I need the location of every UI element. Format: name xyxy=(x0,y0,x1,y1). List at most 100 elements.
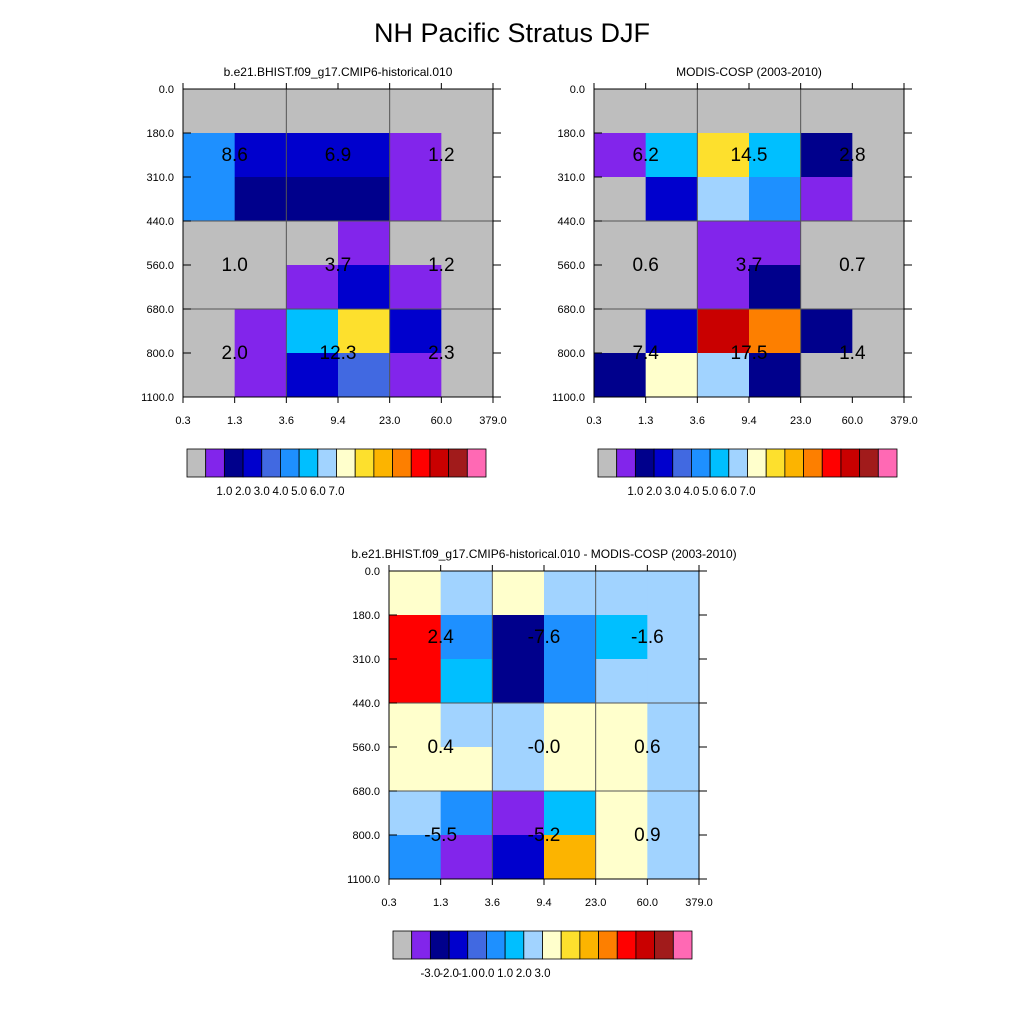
heatmap-cell xyxy=(338,221,391,266)
heatmap-cell xyxy=(749,221,802,266)
colorbar-swatch xyxy=(411,930,431,960)
box-value-label: 1.2 xyxy=(428,255,454,276)
x-tick-label: 60.0 xyxy=(431,415,452,427)
colorbar-swatch xyxy=(448,448,468,478)
heatmap-cell xyxy=(338,177,391,222)
heatmap-cell xyxy=(645,265,698,310)
colorbar-swatch xyxy=(448,930,469,960)
y-tick-label: 180.0 xyxy=(557,128,585,140)
heatmap-cell xyxy=(389,659,442,704)
colorbar-swatch xyxy=(223,448,244,478)
heatmap-cell xyxy=(852,177,905,222)
heatmap-cell xyxy=(800,265,853,310)
heatmap-cell xyxy=(440,571,493,616)
colorbar-swatch xyxy=(242,448,263,478)
heatmap-cell xyxy=(594,221,647,266)
box-value-label: 2.8 xyxy=(839,145,865,166)
y-tick-label: 0.0 xyxy=(365,566,380,578)
y-tick-label: 180.0 xyxy=(352,610,380,622)
colorbar-tick-label: 5.0 xyxy=(702,486,718,498)
heatmap-cell xyxy=(389,791,442,836)
heatmap-cell xyxy=(594,353,647,398)
y-tick-label: 680.0 xyxy=(146,304,174,316)
heatmap-cell xyxy=(697,221,750,266)
heatmap-cell xyxy=(492,703,545,748)
heatmap-cell xyxy=(647,659,700,704)
x-tick-label: 9.4 xyxy=(330,415,345,427)
colorbar-model: 1.0 2.0 3.0 4.0 5.0 6.0 7.0 xyxy=(186,448,487,498)
x-tick-label: 1.3 xyxy=(227,415,242,427)
colorbar-swatch xyxy=(747,448,767,478)
colorbar-swatch xyxy=(877,448,898,478)
colorbar-tick-label: 6.0 xyxy=(721,486,737,498)
y-tick-label: 800.0 xyxy=(352,830,380,842)
heatmap-cell xyxy=(389,133,442,178)
heatmap-cell xyxy=(647,571,700,616)
colorbar-tick-label: -3.0 xyxy=(420,968,440,980)
colorbar-diff: -3.0-2.0-1.0 0.0 1.0 2.0 3.0 xyxy=(392,930,693,980)
heatmap-cell xyxy=(647,703,700,748)
heatmap-cell xyxy=(389,747,442,792)
colorbar-swatch xyxy=(709,448,730,478)
heatmap-cell xyxy=(286,353,339,398)
heatmap-cell xyxy=(389,615,442,660)
colorbar-swatch xyxy=(635,930,656,960)
heatmap-cell xyxy=(389,703,442,748)
heatmap-cell xyxy=(749,177,802,222)
heatmap-cell xyxy=(852,309,905,354)
panel-title: b.e21.BHIST.f09_g17.CMIP6-historical.010 xyxy=(224,65,453,79)
box-value-label: 0.9 xyxy=(634,825,660,846)
colorbar-tick-label: 7.0 xyxy=(740,486,756,498)
box-value-label: 2.4 xyxy=(427,627,454,648)
heatmap-cell xyxy=(234,309,287,354)
heatmap-cell xyxy=(338,353,391,398)
heatmap-cell xyxy=(183,353,236,398)
heatmap-cell xyxy=(749,309,802,354)
x-tick-label: 3.6 xyxy=(279,415,294,427)
heatmap-cell xyxy=(749,133,802,178)
y-tick-label: 0.0 xyxy=(159,84,174,96)
heatmap-cell xyxy=(852,133,905,178)
colorbar-swatch xyxy=(728,448,748,478)
heatmap-cell xyxy=(800,177,853,222)
heatmap-cell xyxy=(594,265,647,310)
x-tick-label: 1.3 xyxy=(638,415,653,427)
colorbar-swatch xyxy=(765,448,786,478)
y-tick-label: 1100.0 xyxy=(347,874,380,886)
heatmap-cell xyxy=(595,571,648,616)
page-title: NH Pacific Stratus DJF xyxy=(373,18,651,48)
y-tick-label: 310.0 xyxy=(557,172,585,184)
heatmap-cell xyxy=(441,89,494,134)
heatmap-cell xyxy=(594,133,647,178)
heatmap-cell xyxy=(749,353,802,398)
heatmap-cell xyxy=(234,265,287,310)
colorbar-swatch xyxy=(205,448,225,478)
box-value-label: 0.6 xyxy=(634,737,660,758)
heatmap-cell xyxy=(441,177,494,222)
y-tick-label: 560.0 xyxy=(352,742,380,754)
colorbar-tick-label: -1.0 xyxy=(458,968,478,980)
x-tick-label: 379.0 xyxy=(479,415,507,427)
colorbar-swatch xyxy=(560,930,581,960)
colorbar-swatch xyxy=(317,448,337,478)
heatmap-cell xyxy=(647,835,700,880)
y-tick-label: 1100.0 xyxy=(552,392,585,404)
heatmap-cell xyxy=(492,571,545,616)
heatmap-cell xyxy=(286,133,339,178)
box-value-label: 6.2 xyxy=(632,145,658,166)
y-tick-label: 800.0 xyxy=(146,348,174,360)
box-value-label: 8.6 xyxy=(221,145,247,166)
heatmap-cell xyxy=(595,791,648,836)
heatmap-cell xyxy=(234,89,287,134)
box-value-label: 1.2 xyxy=(428,145,454,166)
x-tick-label: 23.0 xyxy=(585,897,606,909)
heatmap-cell xyxy=(492,615,545,660)
heatmap-cell xyxy=(800,309,853,354)
colorbar-swatch xyxy=(186,448,207,478)
colorbar-swatch xyxy=(653,448,674,478)
heatmap-cell xyxy=(800,89,853,134)
heatmap-cell xyxy=(800,133,853,178)
box-value-label: -0.0 xyxy=(528,737,561,758)
colorbar-swatch xyxy=(803,448,823,478)
heatmap-cell xyxy=(389,571,442,616)
